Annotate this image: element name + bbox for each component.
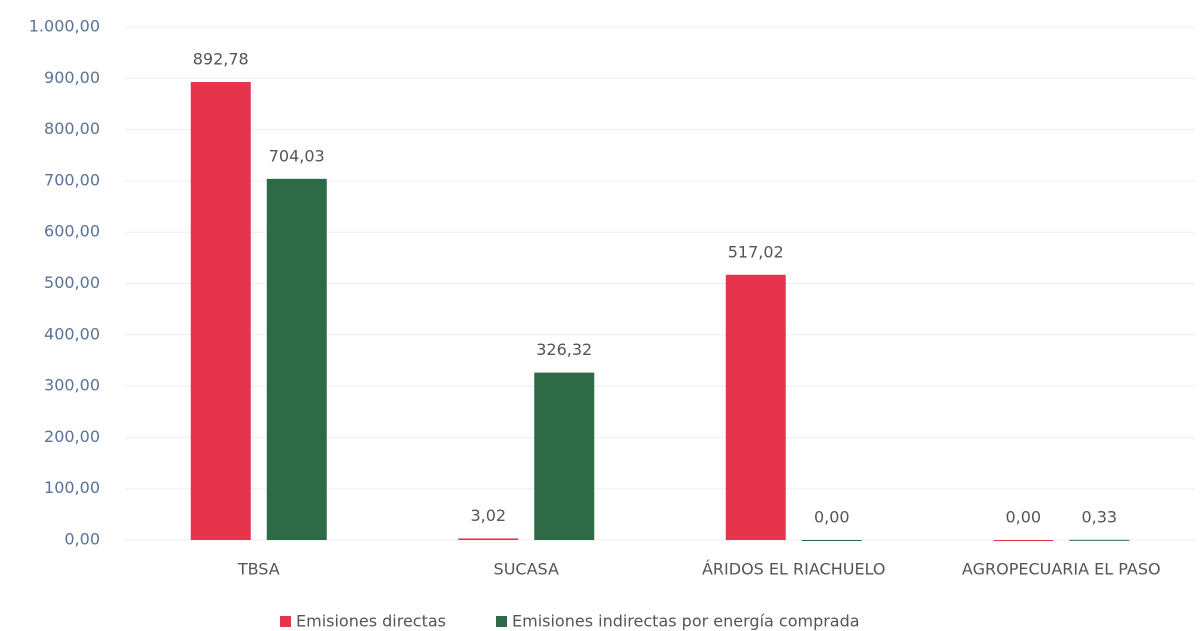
value-label: 704,03 (269, 146, 325, 165)
y-tick-label: 700,00 (44, 170, 100, 189)
legend-label: Emisiones directas (296, 612, 446, 631)
bar (534, 372, 595, 540)
value-label: 326,32 (536, 340, 592, 359)
bar (801, 540, 862, 541)
bar (1069, 539, 1130, 541)
y-tick-label: 300,00 (44, 376, 100, 395)
legend-swatch (496, 616, 507, 627)
y-tick-label: 800,00 (44, 119, 100, 138)
value-label: 517,02 (728, 242, 784, 261)
bar (190, 82, 251, 541)
value-label: 0,00 (814, 508, 850, 527)
legend-label: Emisiones indirectas por energía comprad… (512, 612, 860, 631)
bar (458, 538, 519, 540)
bar (725, 274, 786, 540)
value-label: 3,02 (470, 506, 506, 525)
value-label: 892,78 (193, 50, 249, 69)
y-tick-label: 100,00 (44, 478, 100, 497)
value-label: 0,00 (1005, 508, 1041, 527)
x-tick-label: AGROPECUARIA EL PASO (962, 560, 1161, 579)
y-tick-label: 1.000,00 (29, 17, 100, 36)
y-tick-label: 0,00 (64, 530, 100, 549)
y-tick-label: 200,00 (44, 427, 100, 446)
bar (266, 178, 327, 540)
bar (993, 540, 1054, 541)
x-tick-label: ÁRIDOS EL RIACHUELO (702, 560, 886, 579)
y-tick-label: 500,00 (44, 273, 100, 292)
legend-swatch (280, 616, 291, 627)
value-label: 0,33 (1081, 507, 1117, 526)
y-tick-label: 400,00 (44, 324, 100, 343)
x-tick-label: TBSA (237, 560, 280, 579)
y-tick-label: 600,00 (44, 222, 100, 241)
y-tick-label: 900,00 (44, 68, 100, 87)
x-tick-label: SUCASA (494, 560, 559, 579)
